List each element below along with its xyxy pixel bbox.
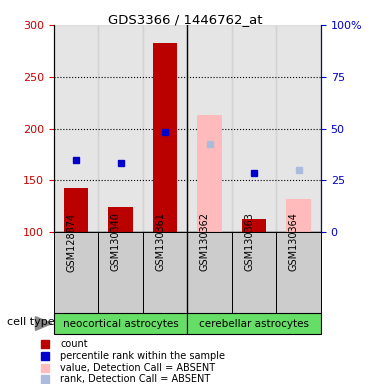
Bar xyxy=(153,43,177,232)
Text: cell type: cell type xyxy=(7,316,55,327)
Text: GSM130362: GSM130362 xyxy=(200,212,210,271)
Text: GSM130363: GSM130363 xyxy=(244,213,254,271)
Bar xyxy=(187,313,321,334)
Text: percentile rank within the sample: percentile rank within the sample xyxy=(60,351,225,361)
Text: GSM130340: GSM130340 xyxy=(111,213,121,271)
Bar xyxy=(98,232,143,313)
Bar xyxy=(143,232,187,313)
Text: GSM130361: GSM130361 xyxy=(155,213,165,271)
Bar xyxy=(197,115,222,232)
Text: GSM130364: GSM130364 xyxy=(289,213,299,271)
Bar xyxy=(276,232,321,313)
Text: GDS3366 / 1446762_at: GDS3366 / 1446762_at xyxy=(108,13,263,26)
Text: neocortical astrocytes: neocortical astrocytes xyxy=(63,318,178,329)
Bar xyxy=(64,188,88,232)
Text: value, Detection Call = ABSENT: value, Detection Call = ABSENT xyxy=(60,362,216,372)
Bar xyxy=(98,25,143,232)
Bar xyxy=(54,232,98,313)
Bar xyxy=(54,25,98,232)
Bar xyxy=(187,25,232,232)
Bar xyxy=(187,232,232,313)
Bar xyxy=(54,313,187,334)
Bar xyxy=(232,232,276,313)
Text: cerebellar astrocytes: cerebellar astrocytes xyxy=(199,318,309,329)
Polygon shape xyxy=(36,317,52,330)
Bar xyxy=(143,25,187,232)
Text: GSM128874: GSM128874 xyxy=(66,212,76,271)
Bar xyxy=(232,25,276,232)
Bar xyxy=(108,207,133,232)
Text: count: count xyxy=(60,339,88,349)
Bar xyxy=(276,25,321,232)
Bar xyxy=(242,219,266,232)
Text: rank, Detection Call = ABSENT: rank, Detection Call = ABSENT xyxy=(60,374,210,384)
Bar xyxy=(286,199,311,232)
